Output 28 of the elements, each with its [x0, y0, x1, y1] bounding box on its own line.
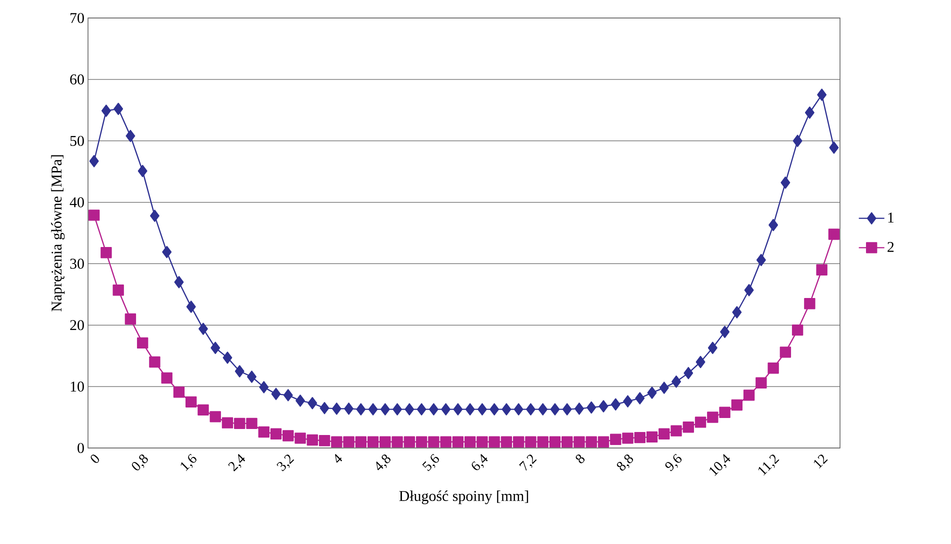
y-tick-label: 70	[70, 12, 84, 24]
y-tick-label: 10	[70, 382, 84, 392]
x-tick-label: 5,6	[422, 454, 439, 472]
x-tick-label: 12	[814, 454, 828, 469]
x-tick-label: 8,8	[616, 454, 634, 471]
legend-label: 2	[888, 242, 894, 252]
x-tick-label: 8	[576, 454, 585, 464]
x-tick-label: 9,6	[665, 454, 682, 472]
x-tick-label: 10,4	[710, 454, 730, 476]
x-tick-label: 2,4	[228, 454, 246, 472]
x-tick-label: 1,6	[180, 454, 196, 471]
y-axis-title: Naprężenia główne [MPa]	[51, 155, 65, 312]
x-tick-label: 11,2	[758, 454, 780, 476]
y-tick-label: 0	[78, 442, 84, 454]
x-tick-label: 0	[90, 454, 100, 463]
y-tick-label: 40	[70, 197, 84, 208]
x-axis-title: Długość spoiny [mm]	[399, 490, 528, 504]
x-tick-label: 6,4	[472, 454, 488, 470]
y-tick-label: 30	[70, 258, 84, 269]
y-tick-label: 20	[70, 320, 84, 330]
x-tick-label: 4	[335, 454, 342, 463]
y-tick-label: 60	[70, 74, 84, 84]
legend-label: 1	[888, 212, 894, 222]
x-tick-label: 3,2	[276, 454, 294, 472]
y-tick-label: 50	[70, 136, 84, 146]
x-tick-label: 0,8	[132, 454, 148, 470]
x-tick-label: 4,8	[376, 454, 390, 470]
x-tick-label: 7,2	[519, 454, 537, 471]
